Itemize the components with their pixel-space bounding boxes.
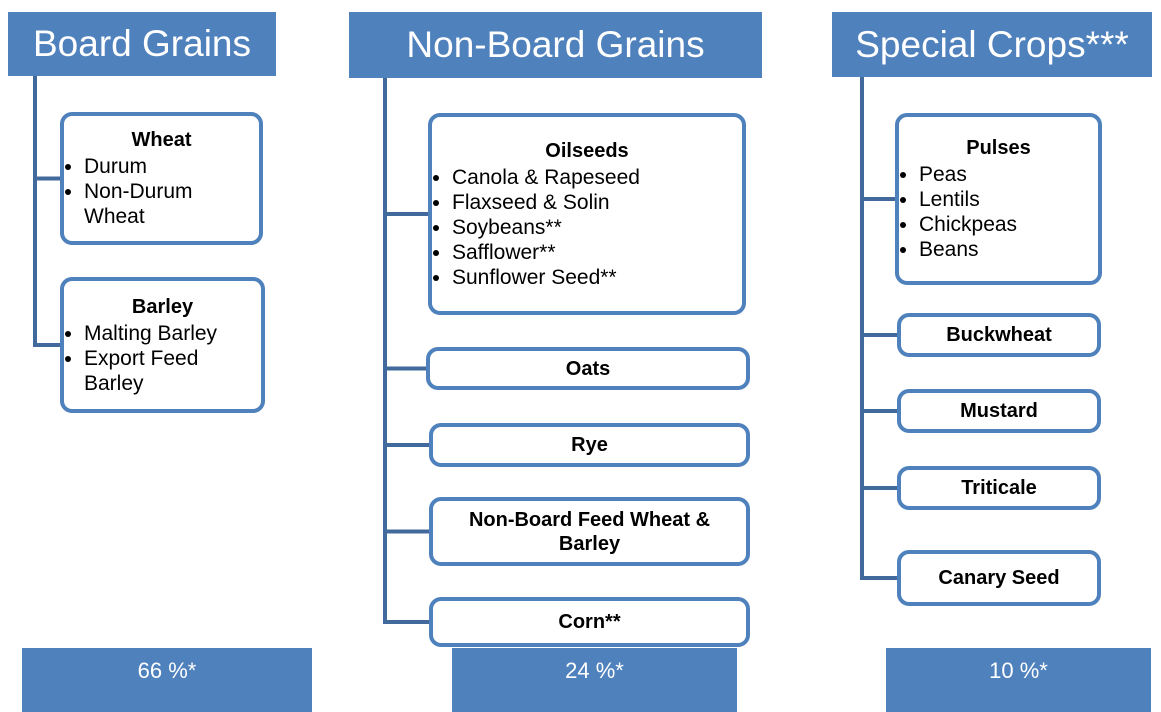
group-box: Barley Malting BarleyExport Feed Barley [60, 277, 265, 413]
item: Chickpeas [919, 212, 1092, 237]
item: Soybeans** [452, 215, 736, 240]
item: Non-Durum Wheat [84, 179, 253, 229]
item: Lentils [919, 187, 1092, 212]
item: Safflower** [452, 240, 736, 265]
group-title: Oilseeds [545, 139, 629, 162]
item: Peas [919, 162, 1092, 187]
group-box: Triticale [897, 466, 1101, 510]
item-list: Malting BarleyExport Feed Barley [70, 321, 255, 396]
share-bar: 24 %* [452, 648, 737, 712]
group-box: Corn** [429, 597, 750, 647]
item: Flaxseed & Solin [452, 190, 736, 215]
group-box: Oats [426, 347, 750, 390]
share-bar: 66 %* [22, 648, 312, 712]
group-box: Oilseeds Canola & RapeseedFlaxseed & Soli… [428, 113, 746, 315]
group-box: Canary Seed [897, 550, 1101, 606]
group-title: Mustard [960, 400, 1038, 422]
item: Durum [84, 154, 253, 179]
column-header: Non-Board Grains [349, 12, 762, 78]
group-box: Buckwheat [897, 313, 1101, 357]
item-list: PeasLentilsChickpeasBeans [905, 162, 1092, 262]
item-list: Canola & RapeseedFlaxseed & SolinSoybean… [438, 165, 736, 290]
group-title: Non-Board Feed Wheat & Barley [468, 508, 711, 555]
column-header: Special Crops*** [832, 12, 1152, 77]
item: Export Feed Barley [84, 346, 255, 396]
share-bar: 10 %* [886, 648, 1151, 712]
group-box: Mustard [897, 389, 1101, 433]
item: Sunflower Seed** [452, 265, 736, 290]
group-title: Rye [571, 434, 608, 456]
group-title: Barley [131, 295, 194, 318]
column-header: Board Grains [8, 12, 276, 76]
group-box: Rye [429, 423, 750, 467]
item: Beans [919, 237, 1092, 262]
group-title: Triticale [961, 477, 1037, 499]
group-title: Pulses [966, 137, 1031, 159]
group-title: Corn** [558, 611, 621, 633]
group-title: Wheat [131, 129, 192, 151]
group-title: Canary Seed [938, 567, 1060, 589]
group-title: Buckwheat [946, 324, 1052, 346]
item: Malting Barley [84, 321, 255, 346]
group-box: Pulses PeasLentilsChickpeasBeans [895, 113, 1102, 285]
item: Canola & Rapeseed [452, 165, 736, 190]
group-box: Non-Board Feed Wheat & Barley [429, 497, 750, 566]
group-title: Oats [565, 357, 611, 380]
group-box: Wheat DurumNon-Durum Wheat [60, 112, 263, 245]
item-list: DurumNon-Durum Wheat [70, 154, 253, 229]
